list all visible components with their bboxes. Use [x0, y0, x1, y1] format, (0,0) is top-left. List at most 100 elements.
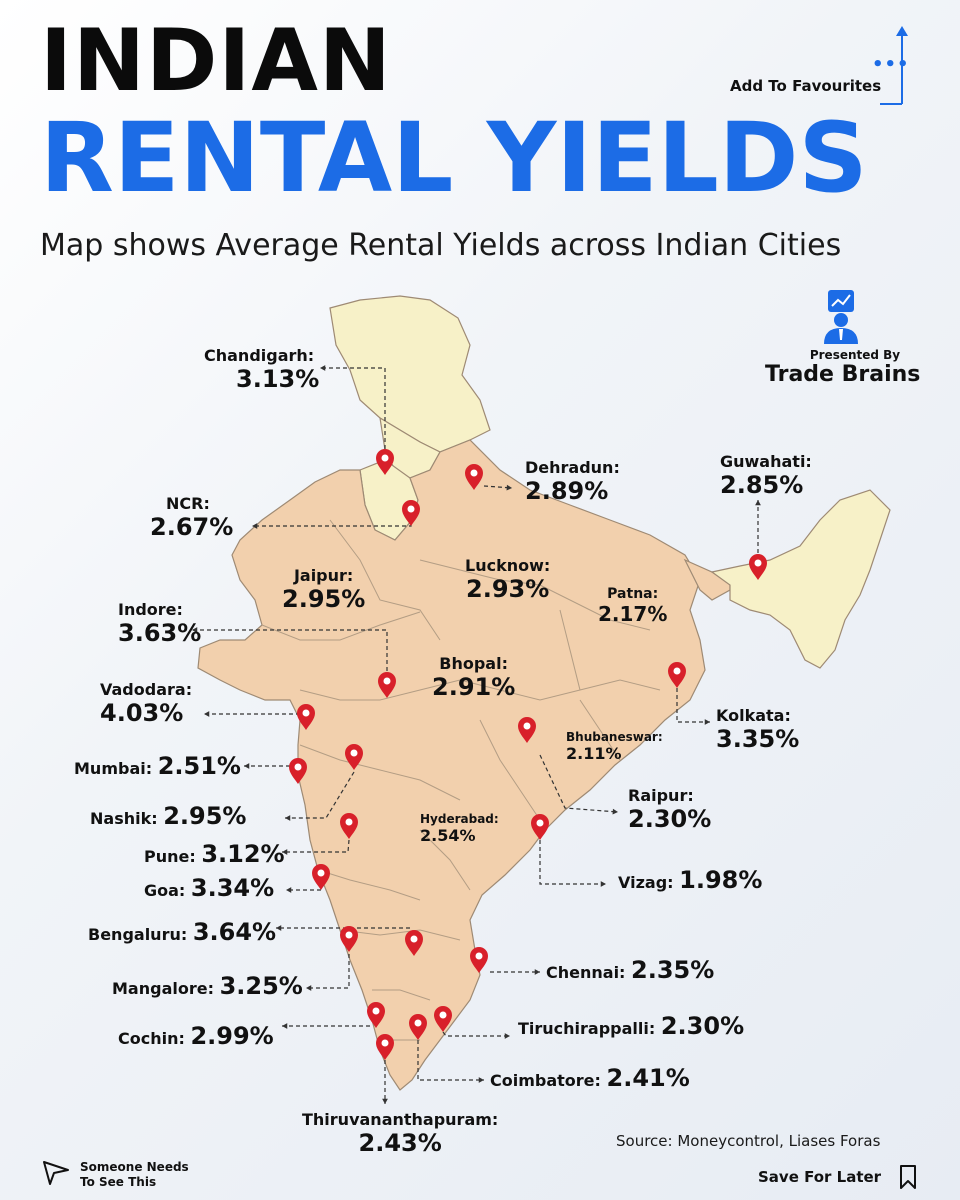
city-value: 3.25% — [219, 972, 303, 1000]
pin-icon-dehradun — [465, 464, 483, 490]
map-regions — [197, 295, 891, 1091]
city-label-dehradun: Dehradun: 2.89% — [525, 458, 620, 505]
arrowhead — [755, 500, 761, 506]
arrowhead — [286, 887, 292, 893]
city-name: Chandigarh: — [204, 346, 315, 365]
city-value: 2.91% — [432, 673, 516, 701]
city-name: Coimbatore: — [490, 1071, 601, 1090]
city-value: 2.95% — [163, 802, 247, 830]
city-name: Vizag: — [618, 873, 674, 892]
city-label-lucknow: Lucknow: 2.93% — [465, 556, 550, 603]
city-value: 2.11% — [566, 744, 622, 763]
arrowhead — [612, 808, 618, 815]
arrowhead — [252, 523, 258, 529]
title-line-1: INDIAN — [40, 11, 392, 111]
city-label-vadodara: Vadodara: 4.03% — [100, 680, 192, 727]
city-name: Indore: — [118, 600, 183, 619]
arrowhead — [704, 719, 710, 725]
city-name: Bengaluru: — [88, 925, 188, 944]
pin-icon-thiruvananthapuram — [376, 1034, 394, 1060]
city-label-chennai: Chennai: 2.35% — [546, 956, 714, 984]
region-north-east — [710, 489, 891, 669]
send-icon[interactable] — [42, 1160, 70, 1186]
pin-icon-bhubaneswar — [518, 717, 536, 743]
share-line-1: Someone Needs — [80, 1160, 189, 1174]
city-label-kolkata: Kolkata: 3.35% — [716, 706, 799, 753]
share-line-2: To See This — [80, 1175, 157, 1189]
city-label-bengaluru: Bengaluru: 3.64% — [88, 918, 276, 946]
city-name: Vadodara: — [100, 680, 193, 699]
save-for-later-button[interactable]: Save For Later — [758, 1168, 882, 1186]
arrowhead — [534, 969, 540, 975]
city-value: 2.89% — [525, 477, 609, 505]
leader-line — [676, 688, 710, 723]
city-name: Lucknow: — [465, 556, 551, 575]
city-name: Pune: — [144, 847, 196, 866]
leader-line — [539, 754, 619, 813]
city-name: Kolkata: — [716, 706, 791, 725]
pin-icon-guwahati — [749, 554, 767, 580]
pin-icon-tiruchirappalli — [434, 1006, 452, 1032]
presented-by-label: Presented By — [809, 348, 901, 362]
city-label-cochin: Cochin: 2.99% — [118, 1022, 274, 1050]
leader-line — [306, 954, 350, 989]
city-label-goa: Goa: 3.34% — [144, 874, 274, 902]
city-value: 3.12% — [201, 840, 285, 868]
arrowhead — [282, 1023, 288, 1029]
add-to-favourites-button[interactable]: Add To Favourites — [730, 77, 882, 95]
region-mainland — [197, 439, 706, 1091]
leader-line — [417, 1040, 484, 1081]
city-label-jaipur: Jaipur: 2.95% — [282, 566, 365, 613]
arrowhead — [504, 1033, 510, 1039]
pin-icon-goa — [312, 864, 330, 890]
city-name: Patna: — [607, 586, 659, 602]
city-name: Cochin: — [118, 1029, 185, 1048]
city-value: 2.93% — [466, 575, 550, 603]
city-label-raipur: Raipur: 2.30% — [628, 786, 711, 833]
leader-line — [285, 771, 355, 819]
arrowhead — [320, 365, 326, 371]
city-label-hyderabad: Hyderabad: 2.54% — [420, 812, 499, 845]
city-value: 2.41% — [606, 1064, 690, 1092]
leader-line — [282, 839, 350, 853]
pin-icon-chennai — [470, 947, 488, 973]
pin-icon-cochin — [367, 1002, 385, 1028]
bookmark-icon[interactable] — [898, 1164, 918, 1190]
city-value: 2.30% — [628, 805, 712, 833]
arrowhead — [276, 925, 282, 931]
city-label-indore: Indore: 3.63% — [118, 600, 201, 647]
city-label-mangalore: Mangalore: 3.25% — [112, 972, 303, 1000]
arrowhead — [506, 484, 512, 491]
city-label-mumbai: Mumbai: 2.51% — [74, 752, 241, 780]
arrowhead — [600, 881, 606, 887]
city-name: Tiruchirappalli: — [518, 1019, 656, 1038]
pin-icon-mangalore — [340, 926, 358, 952]
share-button[interactable]: Someone Needs To See This — [80, 1160, 189, 1190]
leader-line — [320, 367, 386, 456]
city-value: 2.30% — [660, 1012, 745, 1040]
brand-name: Trade Brains — [765, 362, 921, 387]
city-name: NCR: — [166, 494, 210, 513]
city-name: Mumbai: — [74, 759, 153, 778]
city-name: Thiruvananthapuram: — [302, 1110, 499, 1129]
city-label-guwahati: Guwahati: 2.85% — [720, 452, 812, 499]
arrow-up-icon[interactable] — [880, 24, 910, 106]
city-value: 3.34% — [190, 874, 275, 902]
leader-line — [539, 840, 606, 885]
city-name: Dehradun: — [525, 458, 620, 477]
analyst-icon — [824, 290, 858, 344]
city-value: 3.64% — [192, 918, 277, 946]
city-name: Raipur: — [628, 786, 694, 805]
dots-icon: ••• — [872, 54, 910, 75]
arrowhead — [285, 815, 291, 821]
pin-icon-chandigarh — [376, 449, 394, 475]
arrowhead — [282, 849, 288, 855]
arrowhead — [204, 711, 210, 717]
pin-icon-bengaluru — [405, 930, 423, 956]
city-label-pune: Pune: 3.12% — [144, 840, 285, 868]
leader-line — [442, 1031, 510, 1037]
city-label-thiruvananthapuram: Thiruvananthapuram: 2.43% — [302, 1110, 498, 1157]
pin-icon-indore — [378, 672, 396, 698]
